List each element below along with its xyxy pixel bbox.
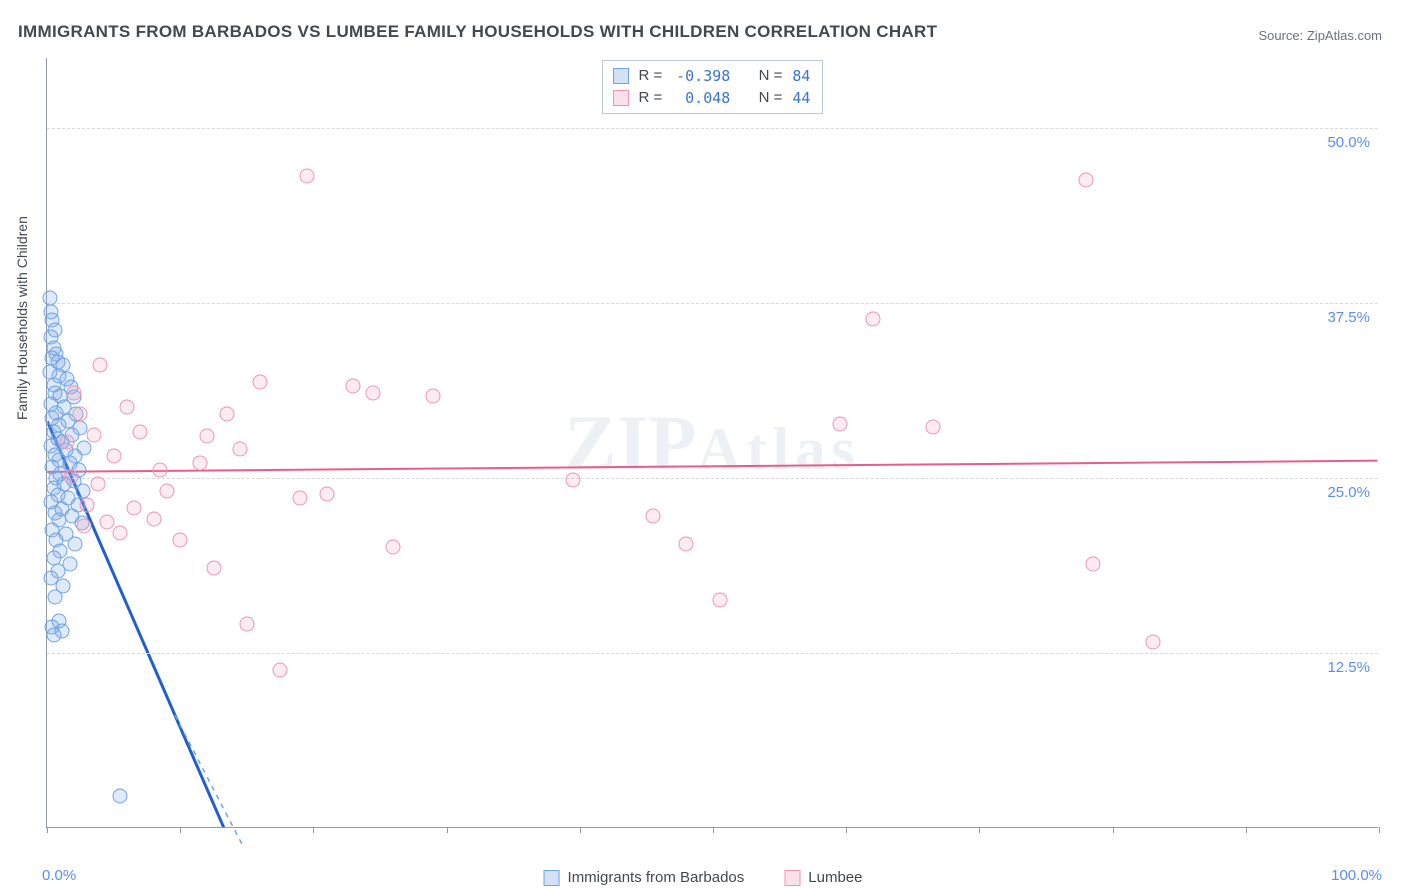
r-label: R = xyxy=(639,87,663,109)
scatter-point xyxy=(426,388,441,403)
x-tick xyxy=(47,827,48,833)
y-axis-label: Family Households with Children xyxy=(14,216,30,420)
regression-lines xyxy=(47,58,1378,827)
scatter-point xyxy=(99,514,114,529)
stats-row-blue: R = -0.398 N = 84 xyxy=(613,65,811,87)
scatter-point xyxy=(199,429,214,444)
regression-line xyxy=(47,461,1377,472)
gridline xyxy=(47,303,1378,304)
r-value-blue: -0.398 xyxy=(672,65,730,87)
scatter-point xyxy=(59,435,74,450)
scatter-point xyxy=(679,537,694,552)
scatter-point xyxy=(1145,635,1160,650)
scatter-point xyxy=(77,519,92,534)
gridline xyxy=(47,128,1378,129)
swatch-blue-icon xyxy=(544,870,560,886)
swatch-pink-icon xyxy=(613,90,629,106)
scatter-point xyxy=(42,290,57,305)
legend-item-blue: Immigrants from Barbados xyxy=(544,869,745,886)
scatter-point xyxy=(206,561,221,576)
scatter-point xyxy=(566,472,581,487)
scatter-point xyxy=(253,374,268,389)
x-tick xyxy=(979,827,980,833)
scatter-point xyxy=(386,540,401,555)
scatter-plot: ZIPAtlas R = -0.398 N = 84 R = 0.048 N =… xyxy=(46,58,1378,828)
scatter-point xyxy=(75,484,90,499)
scatter-point xyxy=(925,419,940,434)
scatter-point xyxy=(1085,556,1100,571)
scatter-point xyxy=(73,407,88,422)
x-tick xyxy=(713,827,714,833)
legend-label: Immigrants from Barbados xyxy=(568,869,745,886)
n-label: N = xyxy=(759,87,783,109)
y-tick-label: 25.0% xyxy=(1327,484,1370,501)
n-value-blue: 84 xyxy=(792,65,810,87)
scatter-point xyxy=(299,169,314,184)
scatter-point xyxy=(233,442,248,457)
swatch-blue-icon xyxy=(613,68,629,84)
scatter-point xyxy=(46,628,61,643)
scatter-point xyxy=(366,386,381,401)
stats-row-pink: R = 0.048 N = 44 xyxy=(613,87,811,109)
x-tick xyxy=(180,827,181,833)
x-tick xyxy=(580,827,581,833)
scatter-point xyxy=(712,593,727,608)
legend-item-pink: Lumbee xyxy=(784,869,862,886)
scatter-point xyxy=(119,400,134,415)
scatter-point xyxy=(47,590,62,605)
x-tick xyxy=(1246,827,1247,833)
scatter-point xyxy=(273,663,288,678)
x-tick xyxy=(313,827,314,833)
scatter-point xyxy=(79,498,94,513)
legend-label: Lumbee xyxy=(808,869,862,886)
x-tick xyxy=(846,827,847,833)
x-tick xyxy=(447,827,448,833)
scatter-point xyxy=(93,358,108,373)
gridline xyxy=(47,653,1378,654)
scatter-point xyxy=(159,484,174,499)
n-label: N = xyxy=(759,65,783,87)
bottom-legend: Immigrants from Barbados Lumbee xyxy=(544,869,863,886)
x-tick xyxy=(1113,827,1114,833)
scatter-point xyxy=(113,526,128,541)
scatter-point xyxy=(63,470,78,485)
regression-line xyxy=(47,422,1377,892)
scatter-point xyxy=(86,428,101,443)
scatter-point xyxy=(832,416,847,431)
x-max-label: 100.0% xyxy=(1331,867,1382,884)
y-tick-label: 50.0% xyxy=(1327,134,1370,151)
n-value-pink: 44 xyxy=(792,87,810,109)
scatter-point xyxy=(346,379,361,394)
scatter-point xyxy=(219,407,234,422)
scatter-point xyxy=(153,463,168,478)
scatter-point xyxy=(133,425,148,440)
scatter-point xyxy=(239,617,254,632)
stats-legend-box: R = -0.398 N = 84 R = 0.048 N = 44 xyxy=(602,60,824,114)
chart-title: IMMIGRANTS FROM BARBADOS VS LUMBEE FAMIL… xyxy=(18,22,937,42)
scatter-point xyxy=(146,512,161,527)
source-label: Source: ZipAtlas.com xyxy=(1258,28,1382,43)
scatter-point xyxy=(319,486,334,501)
scatter-point xyxy=(193,456,208,471)
x-min-label: 0.0% xyxy=(42,867,76,884)
scatter-point xyxy=(106,449,121,464)
r-label: R = xyxy=(639,65,663,87)
scatter-point xyxy=(865,311,880,326)
scatter-point xyxy=(66,386,81,401)
scatter-point xyxy=(173,533,188,548)
y-tick-label: 12.5% xyxy=(1327,659,1370,676)
scatter-point xyxy=(90,477,105,492)
x-tick xyxy=(1379,827,1380,833)
scatter-point xyxy=(113,789,128,804)
r-value-pink: 0.048 xyxy=(672,87,730,109)
y-tick-label: 37.5% xyxy=(1327,309,1370,326)
swatch-pink-icon xyxy=(784,870,800,886)
scatter-point xyxy=(67,537,82,552)
scatter-point xyxy=(1078,173,1093,188)
scatter-point xyxy=(293,491,308,506)
regression-line-dashed xyxy=(175,715,244,847)
scatter-point xyxy=(646,509,661,524)
scatter-point xyxy=(126,500,141,515)
gridline xyxy=(47,478,1378,479)
